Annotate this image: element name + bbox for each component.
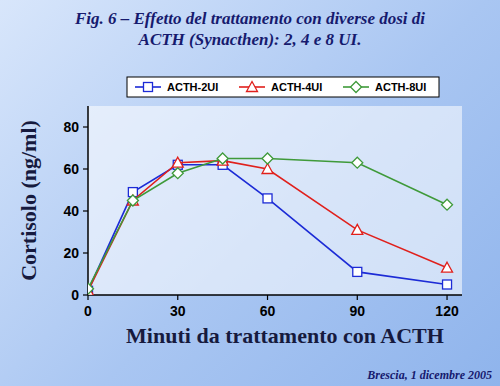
x-axis — [88, 294, 462, 296]
legend-marker — [247, 82, 258, 92]
data-point — [353, 267, 362, 276]
series-line — [88, 159, 447, 289]
y-tick-label: 60 — [63, 161, 79, 177]
legend-label: ACTH-8UI — [375, 81, 426, 93]
y-tick-label: 40 — [63, 203, 79, 219]
data-point — [127, 195, 138, 205]
data-point — [352, 224, 363, 234]
x-tick-label: 30 — [170, 303, 186, 319]
data-point — [127, 195, 138, 206]
chart-svg: Fig. 6 – Effetto del trattamento con div… — [0, 0, 500, 386]
data-point — [352, 157, 363, 168]
data-point — [262, 164, 273, 174]
x-axis-label: Minuti da trattamento con ACTH — [126, 323, 444, 348]
data-point — [263, 194, 272, 203]
title-line: ACTH (Synacthen): 2, 4 e 8 UI. — [138, 30, 362, 49]
data-point — [442, 199, 453, 210]
annotation: Brescia, 1 dicembre 2005 — [366, 368, 492, 382]
x-tick — [267, 295, 268, 300]
title: Fig. 6 – Effetto del trattamento con div… — [74, 9, 425, 49]
data-point — [172, 168, 183, 179]
x-tick-label: 60 — [260, 303, 276, 319]
x-tick — [446, 295, 447, 300]
legend-label: ACTH-4UI — [271, 81, 322, 93]
y-axis-label: Cortisolo (ng/ml) — [16, 120, 41, 281]
x-tick — [87, 295, 88, 300]
series-group — [88, 153, 453, 295]
y-tick-label: 20 — [63, 245, 79, 261]
x-tick-label: 0 — [84, 303, 92, 319]
y-tick — [83, 210, 88, 211]
x-tick-label: 90 — [349, 303, 365, 319]
y-tick — [83, 168, 88, 169]
y-tick — [83, 126, 88, 127]
legend-box — [127, 77, 439, 97]
legend-marker — [351, 82, 362, 93]
title-line: Fig. 6 – Effetto del trattamento con div… — [74, 9, 425, 28]
data-point — [88, 283, 94, 294]
chart-root: Fig. 6 – Effetto del trattamento con div… — [0, 0, 500, 386]
y-tick-label: 0 — [71, 287, 79, 303]
y-axis — [87, 106, 89, 295]
y-tick — [83, 294, 88, 295]
data-point — [172, 157, 183, 167]
data-point — [262, 153, 273, 164]
y-tick-label: 80 — [63, 119, 79, 135]
plot-area — [88, 106, 462, 295]
legend-marker — [144, 83, 153, 92]
x-tick — [177, 295, 178, 300]
data-point — [443, 280, 452, 289]
series-line — [88, 165, 447, 291]
y-tick — [83, 252, 88, 253]
data-point — [217, 153, 228, 164]
legend: ACTH-2UI ACTH-4UI ACTH-8UI — [127, 77, 439, 97]
legend-label: ACTH-2UI — [167, 81, 218, 93]
x-tick-label: 120 — [435, 303, 459, 319]
x-tick — [357, 295, 358, 300]
data-point — [442, 262, 453, 272]
